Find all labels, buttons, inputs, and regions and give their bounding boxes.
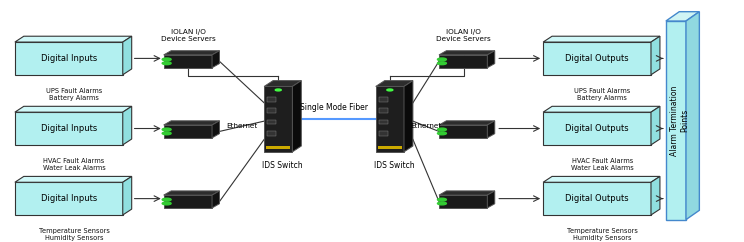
Polygon shape — [651, 176, 660, 215]
Text: Single Mode Fiber: Single Mode Fiber — [300, 103, 368, 112]
FancyBboxPatch shape — [267, 131, 276, 136]
FancyBboxPatch shape — [439, 55, 487, 68]
Text: Digital Inputs: Digital Inputs — [41, 194, 97, 203]
Polygon shape — [164, 191, 219, 195]
Polygon shape — [543, 106, 660, 112]
FancyBboxPatch shape — [164, 195, 212, 208]
Polygon shape — [123, 36, 132, 75]
FancyBboxPatch shape — [543, 182, 651, 215]
Circle shape — [437, 128, 446, 131]
FancyBboxPatch shape — [267, 108, 276, 113]
Text: HVAC Fault Alarms
Water Leak Alarms: HVAC Fault Alarms Water Leak Alarms — [571, 158, 634, 171]
Circle shape — [162, 128, 171, 131]
FancyBboxPatch shape — [379, 108, 388, 113]
Circle shape — [387, 89, 393, 91]
Polygon shape — [487, 121, 495, 138]
Polygon shape — [264, 81, 301, 86]
Circle shape — [437, 58, 446, 61]
Polygon shape — [404, 81, 413, 152]
Circle shape — [162, 198, 171, 201]
FancyBboxPatch shape — [164, 55, 212, 68]
Text: Temperature Sensors
Humidity Sensors: Temperature Sensors Humidity Sensors — [39, 228, 109, 241]
FancyBboxPatch shape — [439, 125, 487, 138]
Polygon shape — [164, 51, 219, 55]
Polygon shape — [651, 106, 660, 145]
FancyBboxPatch shape — [264, 86, 292, 152]
Circle shape — [437, 62, 446, 65]
FancyBboxPatch shape — [376, 86, 404, 152]
Circle shape — [437, 132, 446, 135]
Polygon shape — [15, 106, 132, 112]
Polygon shape — [651, 36, 660, 75]
Text: Digital Inputs: Digital Inputs — [41, 54, 97, 63]
Polygon shape — [123, 106, 132, 145]
Text: IDS Switch: IDS Switch — [263, 161, 303, 170]
Text: Digital Outputs: Digital Outputs — [565, 124, 629, 133]
Polygon shape — [439, 121, 495, 125]
FancyBboxPatch shape — [267, 120, 276, 124]
Polygon shape — [376, 81, 413, 86]
FancyBboxPatch shape — [15, 112, 123, 145]
FancyBboxPatch shape — [379, 97, 388, 102]
Polygon shape — [439, 51, 495, 55]
FancyBboxPatch shape — [666, 21, 686, 220]
Text: IOLAN I/O
Device Servers: IOLAN I/O Device Servers — [436, 29, 491, 42]
FancyBboxPatch shape — [15, 182, 123, 215]
Polygon shape — [686, 12, 699, 220]
FancyBboxPatch shape — [15, 42, 123, 75]
FancyBboxPatch shape — [543, 42, 651, 75]
FancyBboxPatch shape — [543, 112, 651, 145]
Polygon shape — [123, 176, 132, 215]
FancyBboxPatch shape — [378, 146, 402, 149]
Polygon shape — [212, 121, 219, 138]
Circle shape — [162, 58, 171, 61]
Polygon shape — [15, 176, 132, 182]
FancyBboxPatch shape — [379, 120, 388, 124]
Text: IOLAN I/O
Device Servers: IOLAN I/O Device Servers — [161, 29, 216, 42]
FancyBboxPatch shape — [439, 195, 487, 208]
Polygon shape — [292, 81, 301, 152]
Text: Alarm Termination
Points: Alarm Termination Points — [670, 85, 690, 156]
Text: UPS Fault Alarms
Battery Alarms: UPS Fault Alarms Battery Alarms — [574, 88, 630, 101]
Circle shape — [162, 132, 171, 135]
Circle shape — [275, 89, 281, 91]
Text: Ethernet: Ethernet — [410, 123, 442, 129]
Polygon shape — [15, 36, 132, 42]
Text: Temperature Sensors
Humidity Sensors: Temperature Sensors Humidity Sensors — [567, 228, 638, 241]
Text: UPS Fault Alarms
Battery Alarms: UPS Fault Alarms Battery Alarms — [46, 88, 102, 101]
FancyBboxPatch shape — [267, 97, 276, 102]
FancyBboxPatch shape — [164, 125, 212, 138]
Text: Ethernet: Ethernet — [226, 123, 257, 129]
Polygon shape — [439, 191, 495, 195]
Polygon shape — [666, 12, 699, 21]
FancyBboxPatch shape — [379, 131, 388, 136]
Text: Digital Inputs: Digital Inputs — [41, 124, 97, 133]
Polygon shape — [487, 191, 495, 208]
Polygon shape — [543, 36, 660, 42]
Circle shape — [437, 202, 446, 205]
Polygon shape — [164, 121, 219, 125]
Circle shape — [162, 202, 171, 205]
Polygon shape — [212, 191, 219, 208]
Circle shape — [162, 62, 171, 65]
Text: Digital Outputs: Digital Outputs — [565, 194, 629, 203]
Polygon shape — [487, 51, 495, 68]
Polygon shape — [543, 176, 660, 182]
Text: Digital Outputs: Digital Outputs — [565, 54, 629, 63]
Text: IDS Switch: IDS Switch — [374, 161, 414, 170]
Polygon shape — [212, 51, 219, 68]
FancyBboxPatch shape — [266, 146, 290, 149]
Text: HVAC Fault Alarms
Water Leak Alarms: HVAC Fault Alarms Water Leak Alarms — [42, 158, 106, 171]
Circle shape — [437, 198, 446, 201]
